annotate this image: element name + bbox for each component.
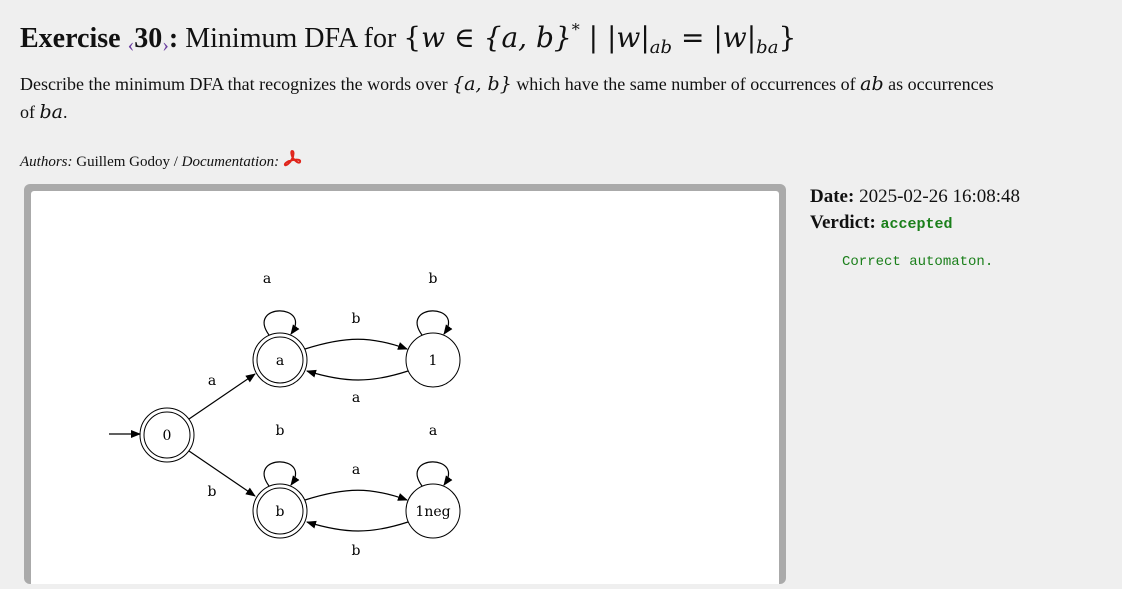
exercise-label: Exercise — [20, 23, 121, 54]
verdict-label: Verdict: — [810, 212, 876, 233]
title-separator: : — [168, 23, 179, 54]
exercise-title: Exercise ‹30›: Minimum DFA for {w ∈ {a, … — [20, 8, 796, 70]
svg-text:a: a — [352, 390, 360, 406]
exercise-title-text: Minimum DFA for — [185, 23, 397, 54]
transition-1neg-b: b — [306, 520, 409, 559]
svg-text:a: a — [352, 462, 360, 478]
transition-a-loop: a — [263, 271, 300, 336]
exercise-header: Exercise ‹30›: Minimum DFA for {w ∈ {a, … — [20, 8, 796, 70]
svg-text:1neg: 1neg — [415, 504, 450, 520]
svg-text:b: b — [276, 423, 285, 439]
documentation-label: Documentation: — [181, 154, 280, 170]
transition-1neg-loop: a — [416, 423, 453, 487]
pdf-icon[interactable] — [283, 149, 303, 174]
svg-text:a: a — [263, 271, 271, 287]
author-name: Guillem Godoy — [76, 154, 170, 170]
transition-b-loop: b — [263, 423, 300, 487]
state-a: a — [252, 332, 308, 388]
alphabet-math: {a, b} — [452, 73, 512, 95]
authors-label: Authors: — [20, 154, 73, 170]
svg-text:b: b — [352, 543, 361, 559]
verdict-value: accepted — [880, 216, 953, 233]
exercise-description: Describe the minimum DFA that recognizes… — [20, 73, 994, 123]
date-label: Date: — [810, 186, 855, 207]
transition-0-a: a — [188, 373, 256, 420]
automaton-diagram: 0 a 1 b 1neg — [109, 271, 461, 559]
state-0: 0 — [139, 407, 195, 463]
svg-text:b: b — [208, 484, 217, 500]
verdict-message: Correct automaton. — [842, 254, 994, 270]
transition-a-1: b — [304, 311, 408, 350]
svg-text:b: b — [352, 311, 361, 327]
svg-text:a: a — [429, 423, 437, 439]
svg-text:b: b — [276, 504, 285, 520]
state-b: b — [252, 483, 308, 539]
transition-1-loop: b — [416, 271, 453, 336]
date-value: 2025-02-26 16:08:48 — [859, 186, 1021, 207]
svg-text:b: b — [429, 271, 438, 287]
exercise-number: 30 — [134, 23, 163, 54]
transition-b-1neg: a — [304, 462, 408, 501]
svg-text:a: a — [208, 373, 216, 389]
verdict-row: Verdict: accepted — [810, 210, 1020, 238]
automaton-panel: 0 a 1 b 1neg — [24, 184, 786, 584]
svg-text:a: a — [276, 353, 284, 369]
svg-text:0: 0 — [163, 428, 172, 444]
transition-0-b: b — [188, 450, 256, 500]
transition-1-a: a — [306, 369, 409, 406]
title-formula: {w ∈ {a, b}* | |w|ab = |w|ba} — [403, 20, 797, 58]
authors-line: Authors: Guillem Godoy / Documentation: — [20, 149, 303, 174]
state-1: 1 — [405, 332, 461, 388]
automaton-canvas: 0 a 1 b 1neg — [31, 191, 779, 584]
prev-exercise-arrow[interactable]: ‹ — [127, 34, 135, 56]
svg-text:1: 1 — [429, 353, 438, 369]
date-row: Date: 2025-02-26 16:08:48 — [810, 184, 1020, 210]
ba-math: ba — [39, 101, 64, 123]
state-1neg: 1neg — [405, 483, 461, 539]
next-exercise-arrow[interactable]: › — [162, 34, 169, 56]
ab-math: ab — [860, 73, 884, 95]
submission-info: Date: 2025-02-26 16:08:48 Verdict: accep… — [810, 184, 1020, 238]
